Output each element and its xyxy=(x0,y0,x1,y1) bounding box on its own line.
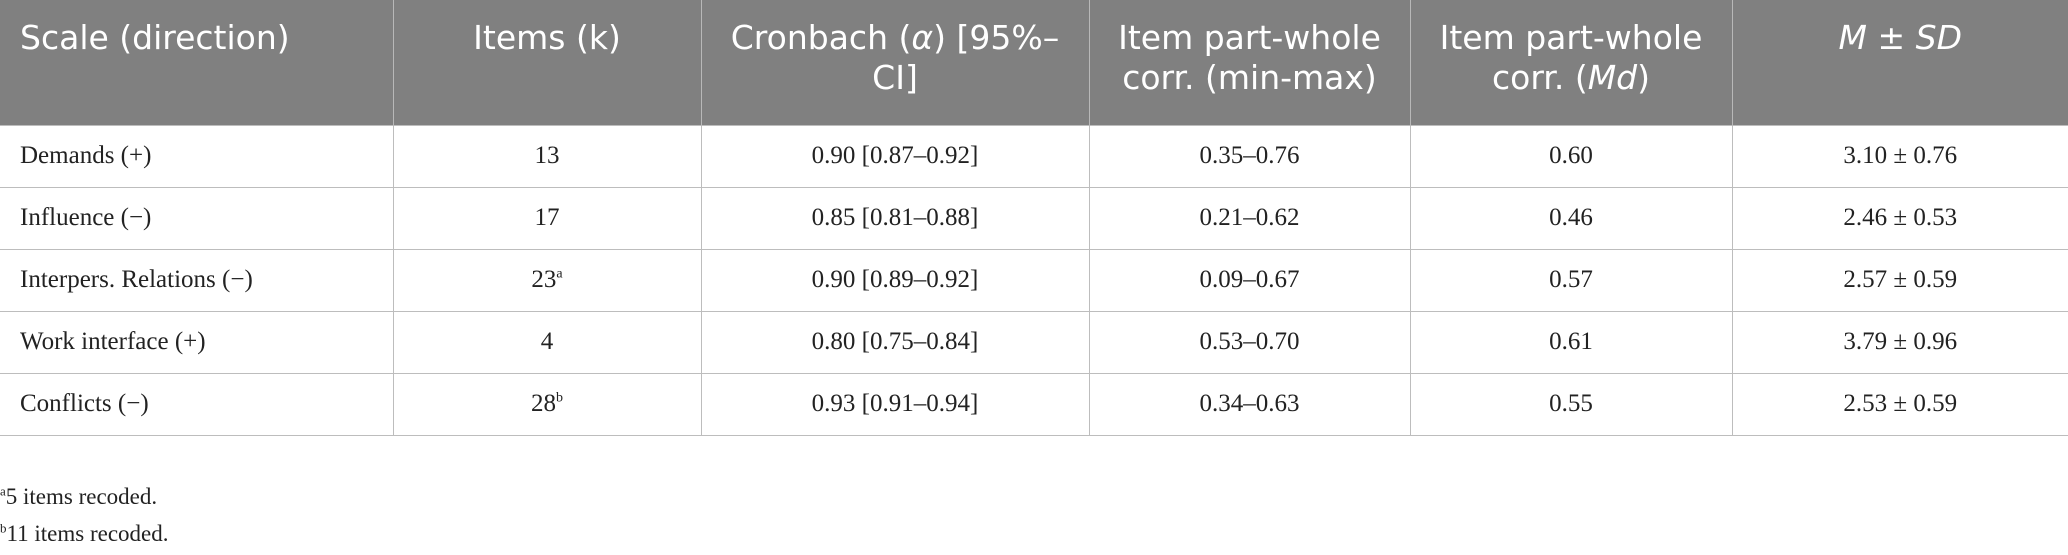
cell-scale: Work interface (+) xyxy=(0,310,393,373)
cell-scale: Demands (+) xyxy=(0,124,393,187)
cell-items-footnote-mark: a xyxy=(556,266,563,282)
cell-corr-range: 0.35–0.76 xyxy=(1088,124,1410,187)
cell-items-value: 17 xyxy=(534,204,560,231)
table-row: Work interface (+) 4 0.80 [0.75–0.84] 0.… xyxy=(0,310,2068,373)
table-body: Demands (+) 13 0.90 [0.87–0.92] 0.35–0.7… xyxy=(0,124,2068,436)
header-corr-md-post: ) xyxy=(1637,58,1650,97)
header-cronbach: Cronbach (α) [95%–CI] xyxy=(700,0,1089,125)
footnote: b11 items recoded. xyxy=(0,515,169,552)
cell-corr-range: 0.09–0.67 xyxy=(1088,248,1410,311)
cell-items: 28b xyxy=(392,372,701,436)
cell-corr-md: 0.55 xyxy=(1409,372,1732,436)
cell-items: 4 xyxy=(392,310,701,373)
header-corr-md-pre: Item part-whole corr. ( xyxy=(1439,18,1703,97)
cell-items-value: 4 xyxy=(540,328,554,355)
cell-corr-range: 0.21–0.62 xyxy=(1088,186,1410,249)
cell-mean-sd: 2.46 ± 0.53 xyxy=(1731,186,2068,249)
cell-mean-sd: 3.10 ± 0.76 xyxy=(1731,124,2068,187)
reliability-table: Scale (direction) Items (k) Cronbach (α)… xyxy=(0,0,2068,436)
cell-items-value: 13 xyxy=(534,142,560,169)
header-msd-m: M xyxy=(1838,18,1867,57)
cell-corr-md: 0.46 xyxy=(1409,186,1732,249)
footnote-text: 5 items recoded. xyxy=(5,484,158,509)
cell-alpha: 0.93 [0.91–0.94] xyxy=(700,372,1089,436)
cell-mean-sd: 2.57 ± 0.59 xyxy=(1731,248,2068,311)
table-header: Scale (direction) Items (k) Cronbach (α)… xyxy=(0,0,2068,125)
table-row: Conflicts (−) 28b 0.93 [0.91–0.94] 0.34–… xyxy=(0,372,2068,436)
footnote-mark: b xyxy=(0,520,7,536)
footnote-text: 11 items recoded. xyxy=(6,521,169,546)
header-msd-pm: ± xyxy=(1866,18,1916,57)
header-corr-range: Item part-whole corr. (min-max) xyxy=(1088,0,1410,125)
cell-items-value: 28 xyxy=(531,390,556,417)
cell-items: 23a xyxy=(392,248,701,311)
header-items: Items (k) xyxy=(392,0,701,125)
cell-corr-md: 0.61 xyxy=(1409,310,1732,373)
table-container: Scale (direction) Items (k) Cronbach (α)… xyxy=(0,0,2068,436)
header-mean-sd: M ± SD xyxy=(1731,0,2068,125)
cell-corr-md: 0.60 xyxy=(1409,124,1732,187)
table-footnotes: a5 items recoded. b11 items recoded. xyxy=(0,478,169,552)
cell-corr-range: 0.34–0.63 xyxy=(1088,372,1410,436)
cell-alpha: 0.90 [0.87–0.92] xyxy=(700,124,1089,187)
table-row: Interpers. Relations (−) 23a 0.90 [0.89–… xyxy=(0,248,2068,311)
header-corr-md: Item part-whole corr. (Md) xyxy=(1409,0,1732,125)
cell-mean-sd: 3.79 ± 0.96 xyxy=(1731,310,2068,373)
header-row: Scale (direction) Items (k) Cronbach (α)… xyxy=(0,0,2068,125)
cell-corr-range: 0.53–0.70 xyxy=(1088,310,1410,373)
cell-items-footnote-mark: b xyxy=(556,390,563,406)
cell-alpha: 0.80 [0.75–0.84] xyxy=(700,310,1089,373)
cell-items: 13 xyxy=(392,124,701,187)
cell-mean-sd: 2.53 ± 0.59 xyxy=(1731,372,2068,436)
cell-items: 17 xyxy=(392,186,701,249)
cell-scale: Conflicts (−) xyxy=(0,372,393,436)
cell-scale: Interpers. Relations (−) xyxy=(0,248,393,311)
footnote: a5 items recoded. xyxy=(0,478,169,515)
cell-scale: Influence (−) xyxy=(0,186,393,249)
header-corr-md-md: Md xyxy=(1587,58,1638,97)
cell-items-value: 23 xyxy=(531,266,557,293)
header-cronbach-alpha: α xyxy=(911,18,934,57)
header-msd-sd: SD xyxy=(1915,18,1962,57)
header-cronbach-pre: Cronbach ( xyxy=(730,18,912,57)
header-cronbach-post: ) [95%–CI] xyxy=(872,18,1060,97)
footnote-mark: a xyxy=(0,483,6,499)
table-row: Influence (−) 17 0.85 [0.81–0.88] 0.21–0… xyxy=(0,186,2068,249)
cell-alpha: 0.85 [0.81–0.88] xyxy=(700,186,1089,249)
cell-alpha: 0.90 [0.89–0.92] xyxy=(700,248,1089,311)
table-row: Demands (+) 13 0.90 [0.87–0.92] 0.35–0.7… xyxy=(0,124,2068,187)
cell-corr-md: 0.57 xyxy=(1409,248,1732,311)
header-scale: Scale (direction) xyxy=(0,0,393,125)
